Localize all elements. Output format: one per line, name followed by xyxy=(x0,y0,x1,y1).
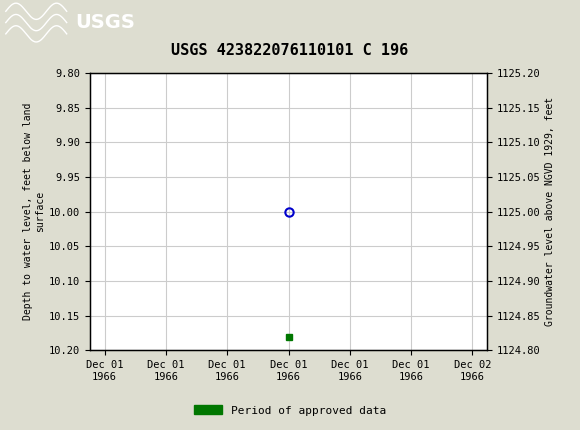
Y-axis label: Groundwater level above NGVD 1929, feet: Groundwater level above NGVD 1929, feet xyxy=(545,97,555,326)
Legend: Period of approved data: Period of approved data xyxy=(190,401,390,420)
Y-axis label: Depth to water level, feet below land
surface: Depth to water level, feet below land su… xyxy=(23,103,45,320)
Text: USGS: USGS xyxy=(75,13,135,32)
Text: USGS 423822076110101 C 196: USGS 423822076110101 C 196 xyxy=(171,43,409,58)
